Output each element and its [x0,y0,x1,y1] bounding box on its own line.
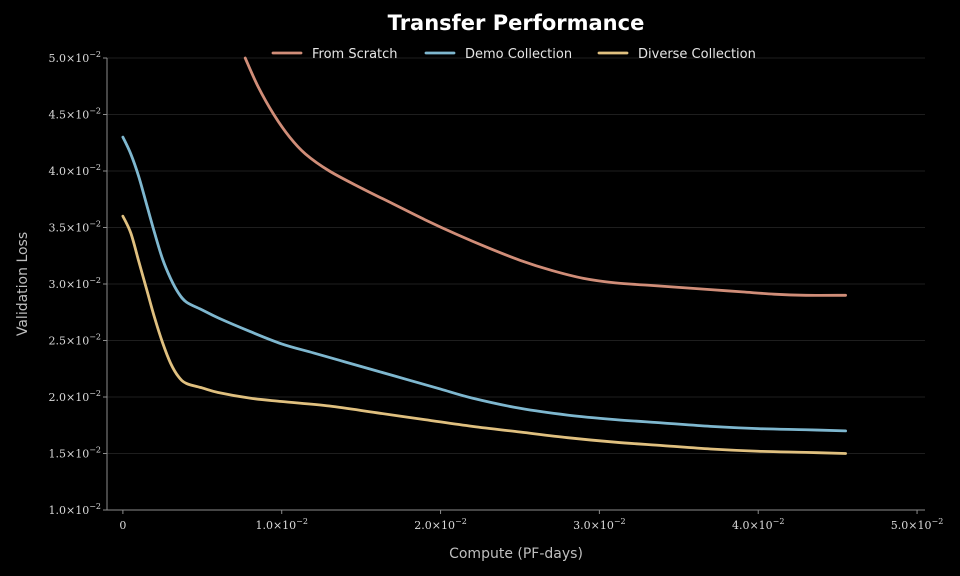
y-tick-label: 3.5×10−2 [48,220,101,235]
legend-label-demo-collection: Demo Collection [465,47,572,62]
x-tick-label: 1.0×10−2 [255,517,308,532]
y-tick-exponent: −2 [89,107,101,116]
y-axis-label: Validation Loss [15,232,31,336]
y-tick-exponent: −2 [89,389,101,398]
y-tick-label: 4.5×10−2 [48,107,101,122]
legend: From Scratch Demo Collection Diverse Colle… [271,47,756,62]
y-tick-label: 4.0×10−2 [48,163,101,178]
x-tick-exponent: −2 [614,517,626,526]
x-axis-label: Compute (PF-days) [449,546,583,562]
legend-label-diverse-collection: Diverse Collection [638,47,756,62]
y-tick-label: 1.0×10−2 [48,502,101,517]
x-tick-exponent: −2 [932,517,944,526]
y-tick-exponent: −2 [89,333,101,342]
y-tick-label: 2.0×10−2 [48,389,101,404]
series-layer [121,56,847,455]
y-tick-label: 5.0×10−2 [48,50,101,65]
x-ticks: 0 1.0×10−2 2.0×10−2 3.0×10−2 4.0×10−2 5.0×10−… [119,510,943,532]
y-tick-exponent: −2 [89,163,101,172]
y-tick-label: 2.5×10−2 [48,333,101,348]
series-line-from-scratch [243,56,847,297]
x-tick-label: 5.0×10−2 [891,517,944,532]
y-tick-exponent: −2 [89,502,101,511]
x-tick-label: 4.0×10−2 [732,517,785,532]
series-line-diverse-collection [121,214,847,455]
x-tick-label: 0 [119,519,126,532]
y-ticks: 1.0×10−2 1.5×10−2 2.0×10−2 2.5×10−2 3.0×10−2… [48,50,107,517]
y-tick-exponent: −2 [89,276,101,285]
y-tick-exponent: −2 [89,50,101,59]
series-line-demo-collection [121,135,847,433]
y-tick-exponent: −2 [89,446,101,455]
y-tick-label: 1.5×10−2 [48,446,101,461]
y-tick-exponent: −2 [89,220,101,229]
x-tick-label: 3.0×10−2 [573,517,626,532]
x-tick-exponent: −2 [455,517,467,526]
chart-title: Transfer Performance [388,11,645,35]
y-tick-label: 3.0×10−2 [48,276,101,291]
legend-label-from-scratch: From Scratch [312,47,398,62]
x-tick-label: 2.0×10−2 [414,517,467,532]
x-tick-exponent: −2 [296,517,308,526]
x-tick-exponent: −2 [773,517,785,526]
